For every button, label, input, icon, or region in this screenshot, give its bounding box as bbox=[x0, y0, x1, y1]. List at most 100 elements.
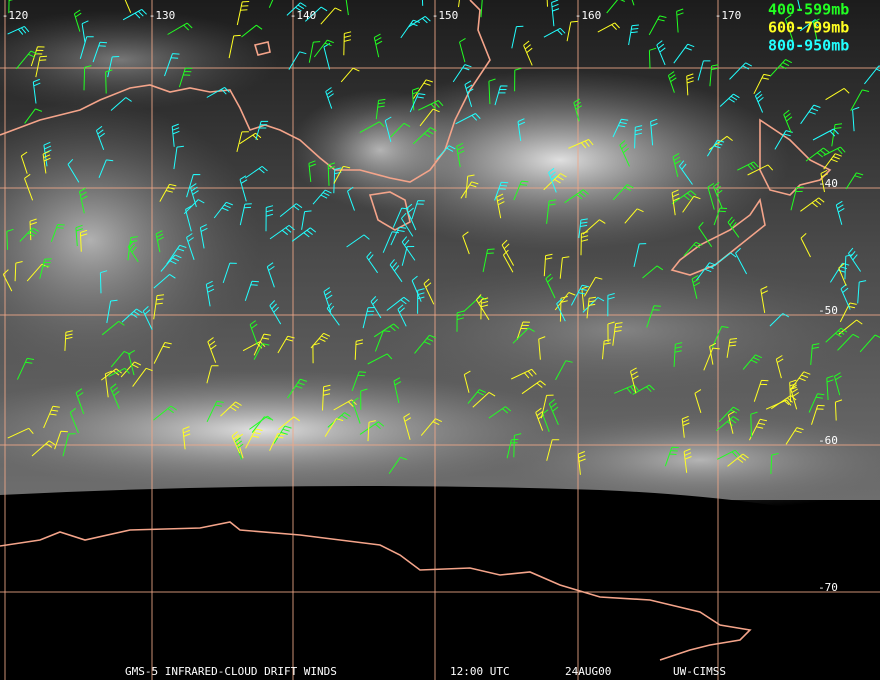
wind-barb bbox=[578, 218, 588, 239]
wind-barb bbox=[239, 203, 252, 226]
wind-barb bbox=[726, 338, 738, 358]
wind-barb bbox=[386, 296, 410, 311]
wind-barb bbox=[359, 421, 385, 435]
wind-barb bbox=[545, 273, 556, 299]
wind-barb bbox=[265, 205, 274, 232]
wind-barb bbox=[6, 228, 14, 250]
wind-barb bbox=[397, 304, 407, 327]
wind-barb bbox=[667, 71, 677, 93]
wind-barb bbox=[834, 372, 842, 396]
wind-barb bbox=[606, 0, 626, 14]
wind-barb bbox=[7, 25, 30, 35]
wind-barb bbox=[747, 164, 774, 176]
wind-barb bbox=[521, 380, 546, 395]
wind-barb bbox=[384, 116, 392, 143]
wind-barb bbox=[837, 333, 860, 351]
wind-barb bbox=[382, 231, 400, 253]
wind-barb bbox=[245, 428, 263, 449]
wind-barb bbox=[735, 247, 748, 275]
wind-barb bbox=[236, 1, 250, 26]
wind-barb bbox=[465, 174, 475, 198]
wind-barb bbox=[480, 297, 489, 320]
wind-barb bbox=[810, 343, 820, 365]
wind-barb bbox=[555, 360, 573, 381]
wind-barb bbox=[775, 355, 784, 379]
wind-barb bbox=[367, 353, 393, 365]
wind-barb bbox=[568, 139, 594, 149]
wind-barb bbox=[769, 59, 793, 77]
wind-barb bbox=[513, 180, 529, 201]
wind-barb bbox=[727, 453, 749, 467]
wind-barb bbox=[236, 433, 244, 459]
wind-barb bbox=[312, 189, 332, 205]
wind-barb bbox=[727, 216, 740, 238]
wind-barb bbox=[475, 294, 490, 321]
wind-barb bbox=[538, 336, 546, 360]
wind-barb bbox=[686, 73, 694, 96]
wind-barb bbox=[559, 256, 570, 279]
wind-barb bbox=[367, 420, 376, 442]
wind-barb bbox=[7, 427, 34, 439]
wind-barb bbox=[790, 384, 800, 410]
wind-barb bbox=[456, 142, 465, 168]
wind-barb bbox=[805, 147, 830, 162]
wind-barb bbox=[206, 86, 230, 98]
wind-barb bbox=[241, 24, 263, 38]
wind-barb bbox=[829, 262, 850, 283]
wind-barb bbox=[107, 56, 120, 78]
wind-barb bbox=[279, 203, 303, 217]
wind-barb bbox=[455, 113, 481, 125]
wind-barb bbox=[765, 399, 792, 410]
wind-barb bbox=[253, 343, 270, 360]
wind-barb bbox=[24, 173, 34, 201]
wind-barb bbox=[501, 239, 515, 266]
wind-barb bbox=[612, 184, 634, 201]
wind-barb bbox=[153, 273, 176, 289]
wind-barb bbox=[182, 426, 191, 450]
wind-barb bbox=[857, 280, 867, 304]
wind-barb bbox=[510, 368, 537, 380]
wind-barb bbox=[50, 224, 65, 242]
wind-barb bbox=[239, 132, 262, 145]
wind-barb bbox=[612, 118, 629, 138]
wind-barb bbox=[31, 440, 56, 457]
wind-barb bbox=[542, 409, 550, 432]
wind-barb bbox=[333, 399, 357, 411]
wind-barb bbox=[790, 186, 804, 211]
wind-barb bbox=[313, 39, 334, 58]
wind-barb bbox=[694, 389, 702, 414]
wind-barb bbox=[633, 243, 647, 268]
wind-barb bbox=[800, 233, 811, 258]
wind-barb bbox=[612, 322, 623, 346]
longitude-label: -170 bbox=[715, 9, 742, 22]
latitude-label: -60 bbox=[818, 434, 838, 447]
wind-barb bbox=[354, 339, 364, 360]
wind-barb bbox=[352, 397, 361, 424]
wind-barb bbox=[409, 93, 426, 113]
wind-barb bbox=[729, 62, 753, 80]
wind-barb bbox=[411, 87, 420, 111]
wind-barb bbox=[67, 158, 80, 183]
wind-barb bbox=[186, 233, 195, 260]
legend-label: 600-799mb bbox=[768, 19, 849, 37]
wind-barb bbox=[482, 248, 495, 273]
wind-barb bbox=[346, 234, 370, 248]
wind-barb bbox=[374, 330, 391, 352]
wind-barb bbox=[43, 405, 60, 429]
wind-barb bbox=[418, 100, 444, 111]
wind-barb bbox=[14, 261, 23, 282]
wind-barb bbox=[642, 265, 664, 279]
wind-barb bbox=[459, 37, 466, 63]
wind-barb bbox=[583, 276, 603, 297]
wind-barb bbox=[164, 53, 180, 77]
wind-barb bbox=[727, 411, 735, 434]
wind-barb bbox=[785, 427, 804, 445]
wind-barb bbox=[564, 189, 589, 204]
wind-barb bbox=[709, 342, 717, 365]
wind-barb bbox=[646, 305, 661, 328]
wind-barb bbox=[556, 298, 566, 322]
wind-barb bbox=[213, 201, 233, 219]
wind-barb bbox=[511, 25, 524, 49]
wind-barb bbox=[273, 425, 292, 444]
wind-barb bbox=[742, 354, 763, 370]
